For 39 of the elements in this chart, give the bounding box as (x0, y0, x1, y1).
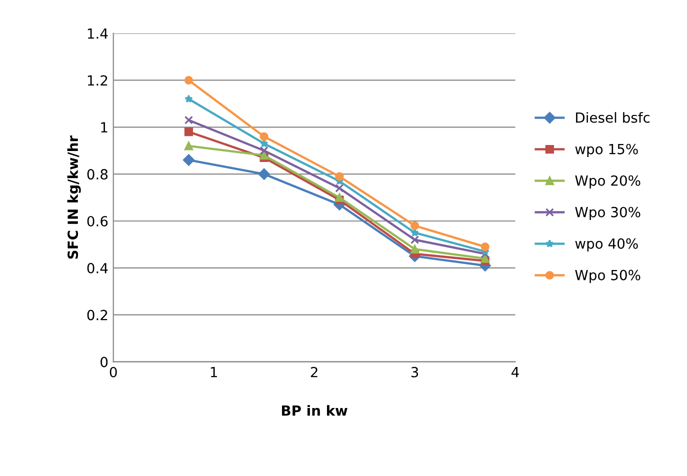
x-tick-label: 3 (411, 366, 418, 378)
y-tick-label: 0.8 (87, 169, 108, 180)
point (260, 132, 268, 141)
legend-label: Wpo 30% (575, 206, 640, 220)
point (335, 172, 344, 181)
legend-label: Wpo 20% (575, 175, 640, 189)
point (184, 142, 194, 150)
y-axis-title: SFC IN kg/kw/hr (67, 135, 81, 259)
point (410, 235, 420, 244)
point (410, 244, 420, 254)
x-tick-label: 1 (210, 367, 217, 378)
point (480, 242, 490, 252)
legend-label: Wpo 50% (575, 270, 640, 284)
point (184, 94, 193, 103)
y-tick-label: 0.2 (87, 310, 108, 320)
legend-label: wpo 15% (575, 144, 638, 158)
point (260, 146, 268, 155)
point (480, 254, 490, 263)
y-tick-label: 0 (100, 356, 108, 368)
legend-label: Diesel bsfc (576, 112, 650, 123)
x-tick-label: 4 (512, 367, 519, 378)
y-tick-label: 1.4 (88, 28, 108, 39)
legend-label: wpo 40% (575, 238, 638, 252)
point (410, 221, 420, 230)
x-tick-label: 0 (110, 366, 117, 378)
point (182, 154, 194, 166)
point (335, 193, 344, 202)
point (184, 128, 194, 136)
point (184, 76, 194, 85)
x-axis-title: BP in kw (282, 405, 348, 416)
point (184, 116, 194, 124)
y-tick-label: 0.6 (87, 216, 108, 226)
y-tick-label: 0.4 (87, 262, 108, 274)
point (258, 168, 270, 180)
point (335, 184, 344, 192)
y-tick-label: 1 (101, 122, 108, 132)
y-tick-label: 1.2 (88, 75, 108, 86)
x-tick-label: 2 (310, 366, 318, 378)
point (480, 250, 490, 258)
